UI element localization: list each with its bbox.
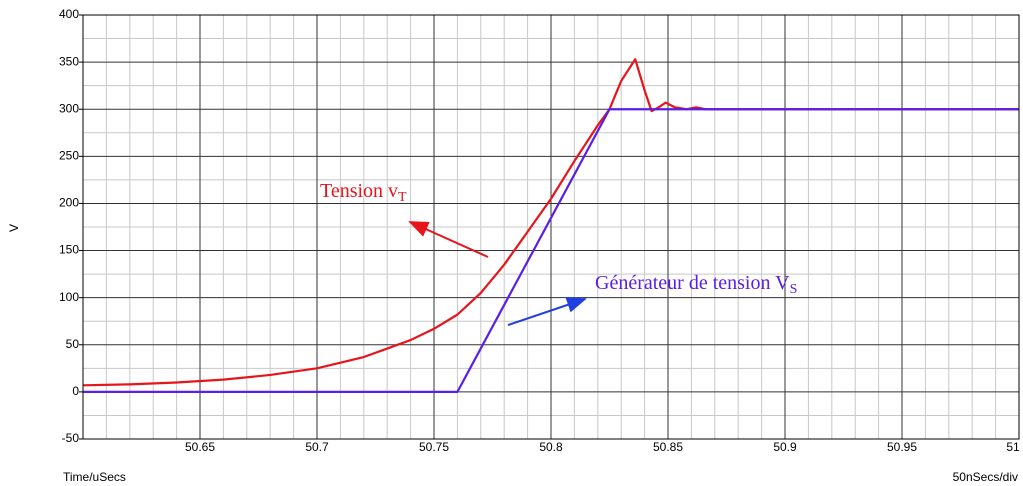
x-axis-label: Time/uSecs bbox=[63, 470, 126, 484]
y-tick-label: 50 bbox=[66, 337, 80, 351]
y-tick-label: 0 bbox=[72, 384, 79, 398]
y-tick-label: 100 bbox=[59, 290, 79, 304]
arrow bbox=[507, 297, 587, 326]
series-line bbox=[82, 58, 1019, 387]
y-tick-label: 400 bbox=[59, 7, 79, 21]
series-line bbox=[83, 108, 1019, 393]
x-tick-label: 50.65 bbox=[185, 440, 215, 454]
annotation: Générateur de tension VS bbox=[595, 272, 797, 298]
plot-frame bbox=[82, 14, 1020, 440]
x-tick-label: 50.8 bbox=[539, 440, 563, 454]
y-tick-label: 250 bbox=[59, 149, 79, 163]
grid bbox=[83, 14, 1020, 440]
y-axis-label: V bbox=[7, 224, 21, 232]
annotation-subscript: T bbox=[398, 190, 407, 205]
x-tick-label: 50.9 bbox=[773, 440, 797, 454]
x-tick-label: 51 bbox=[1006, 440, 1020, 454]
annotation: Tension vT bbox=[320, 180, 407, 206]
x-tick-label: 50.7 bbox=[305, 440, 329, 454]
arrow bbox=[408, 221, 489, 258]
y-tick-label: 150 bbox=[59, 243, 79, 257]
x-tick-label: 50.85 bbox=[653, 440, 683, 454]
y-tick-label: -50 bbox=[62, 431, 80, 445]
y-tick-label: 300 bbox=[59, 101, 79, 115]
x-tick-label: 50.75 bbox=[419, 440, 449, 454]
y-tick-label: 200 bbox=[59, 196, 79, 210]
annotation-text: Générateur de tension V bbox=[595, 272, 790, 294]
plot-lines bbox=[82, 58, 1019, 393]
scale-note: 50nSecs/div bbox=[953, 470, 1018, 484]
y-tick-label: 350 bbox=[59, 54, 79, 68]
annotation-text: Tension v bbox=[320, 180, 398, 202]
x-tick-label: 50.95 bbox=[887, 440, 917, 454]
annotation-subscript: S bbox=[790, 282, 798, 297]
